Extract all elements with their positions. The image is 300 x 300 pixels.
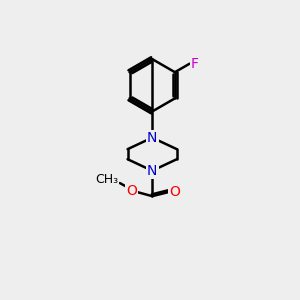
Text: F: F [191, 57, 199, 71]
Text: O: O [169, 184, 180, 199]
Text: N: N [147, 130, 158, 145]
Text: O: O [126, 184, 137, 198]
Text: N: N [147, 164, 158, 178]
Text: CH₃: CH₃ [95, 173, 118, 186]
